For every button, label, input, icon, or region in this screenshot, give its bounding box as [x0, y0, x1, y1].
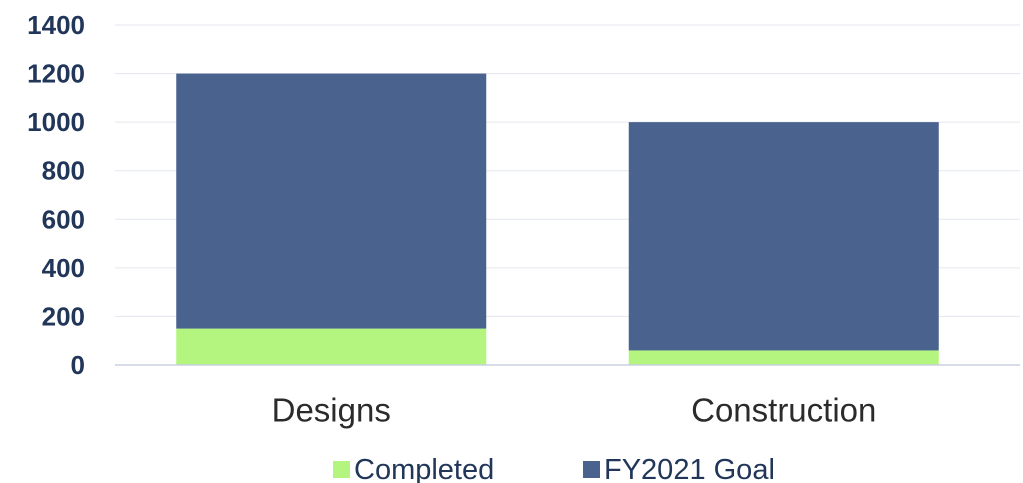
bar-construction-fy2021-goal	[628, 122, 939, 351]
legend-item-fy2021-goal: FY2021 Goal	[583, 454, 775, 483]
legend: Completed FY2021 Goal	[333, 454, 775, 483]
y-tick-label: 1200	[27, 59, 85, 89]
legend-label: FY2021 Goal	[604, 454, 775, 483]
y-tick-label: 800	[42, 156, 85, 186]
legend-label: Completed	[354, 454, 494, 483]
y-axis-ticks: 0 200 400 600 800 1000 1200 1400	[27, 10, 85, 380]
x-tick-label: Designs	[272, 392, 391, 429]
bar-construction-completed	[628, 350, 939, 365]
legend-swatch	[333, 461, 350, 478]
bar-designs-fy2021-goal	[176, 73, 487, 329]
y-tick-label: 600	[42, 204, 85, 234]
legend-item-completed: Completed	[333, 454, 494, 483]
y-tick-label: 1000	[27, 107, 85, 137]
x-axis-ticks: Designs Construction	[272, 392, 877, 429]
y-tick-label: 400	[42, 253, 85, 283]
y-tick-label: 1400	[27, 10, 85, 40]
legend-swatch	[583, 461, 600, 478]
y-tick-label: 0	[71, 350, 85, 380]
bars	[176, 73, 939, 365]
bar-designs-completed	[176, 328, 487, 365]
y-tick-label: 200	[42, 301, 85, 331]
x-tick-label: Construction	[691, 392, 876, 429]
